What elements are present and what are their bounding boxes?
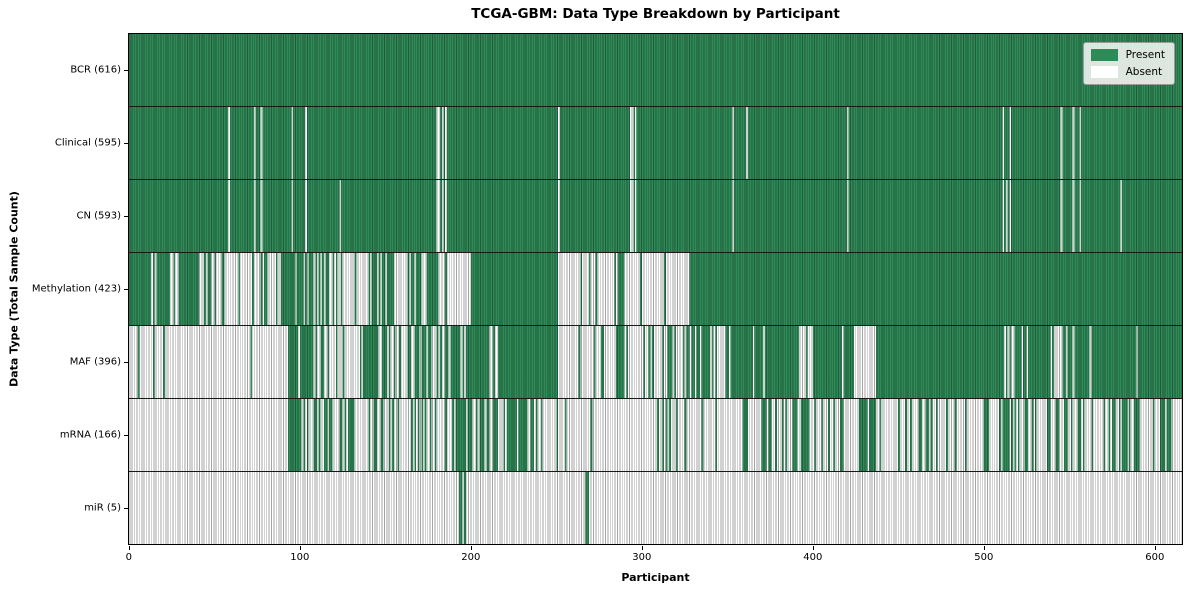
legend: Present Absent xyxy=(1082,42,1175,85)
x-axis: 0 100 200 300 400 500 600 xyxy=(125,545,1183,585)
y-tick-mark xyxy=(124,215,128,217)
heatmap-row-BCR xyxy=(129,34,1182,107)
heatmap-rows xyxy=(129,34,1182,544)
row-label-BCR: BCR (616) xyxy=(70,64,121,76)
y-tick-mark xyxy=(124,435,128,437)
x-tick-mark xyxy=(128,546,130,550)
x-tick-label: 0 xyxy=(125,552,133,563)
heatmap-row-Methylation xyxy=(129,253,1182,326)
y-tick-mark xyxy=(124,69,128,71)
row-label-Methylation: Methylation (423) xyxy=(31,283,121,295)
chart-title: TCGA-GBM: Data Type Breakdown by Partici… xyxy=(471,6,840,22)
x-tick-mark xyxy=(983,546,985,550)
row-label-mRNA: mRNA (166) xyxy=(59,429,121,441)
heatmap-row-mRNA xyxy=(129,399,1182,472)
x-tick-label: 600 xyxy=(1145,552,1165,563)
x-tick-label: 200 xyxy=(461,552,481,563)
row-label-Clinical: Clinical (595) xyxy=(54,137,121,149)
x-tick-label: 300 xyxy=(632,552,652,563)
x-tick-label: 500 xyxy=(974,552,994,563)
legend-item-present: Present xyxy=(1090,49,1165,61)
y-tick-labels: BCR (616) Clinical (595) CN (593) Methylati… xyxy=(0,33,121,545)
legend-label-absent: Absent xyxy=(1125,66,1163,78)
row-label-CN: CN (593) xyxy=(76,210,121,222)
row-label-MAF: MAF (396) xyxy=(69,356,121,368)
legend-swatch-absent-icon xyxy=(1090,66,1118,78)
x-tick-mark xyxy=(1154,546,1156,550)
y-tick-marks xyxy=(124,33,128,545)
x-tick-label: 400 xyxy=(803,552,823,563)
x-tick-mark xyxy=(812,546,814,550)
legend-swatch-present-icon xyxy=(1090,49,1118,61)
heatmap-row-Clinical xyxy=(129,107,1182,180)
y-tick-mark xyxy=(124,508,128,510)
y-tick-mark xyxy=(124,289,128,290)
x-tick-mark xyxy=(641,546,643,550)
x-tick-mark xyxy=(470,546,472,550)
plot-area: Present Absent xyxy=(128,33,1183,545)
x-tick-label: 100 xyxy=(290,552,310,563)
y-tick-mark xyxy=(124,142,128,144)
heatmap-row-CN xyxy=(129,180,1182,253)
heatmap-row-miR xyxy=(129,472,1182,544)
x-axis-label: Participant xyxy=(621,571,690,584)
x-tick-mark xyxy=(299,546,301,550)
row-label-miR: miR (5) xyxy=(84,502,121,514)
legend-item-absent: Absent xyxy=(1090,66,1165,78)
heatmap-row-MAF xyxy=(129,326,1182,399)
legend-label-present: Present xyxy=(1125,49,1165,61)
y-tick-mark xyxy=(124,362,128,364)
